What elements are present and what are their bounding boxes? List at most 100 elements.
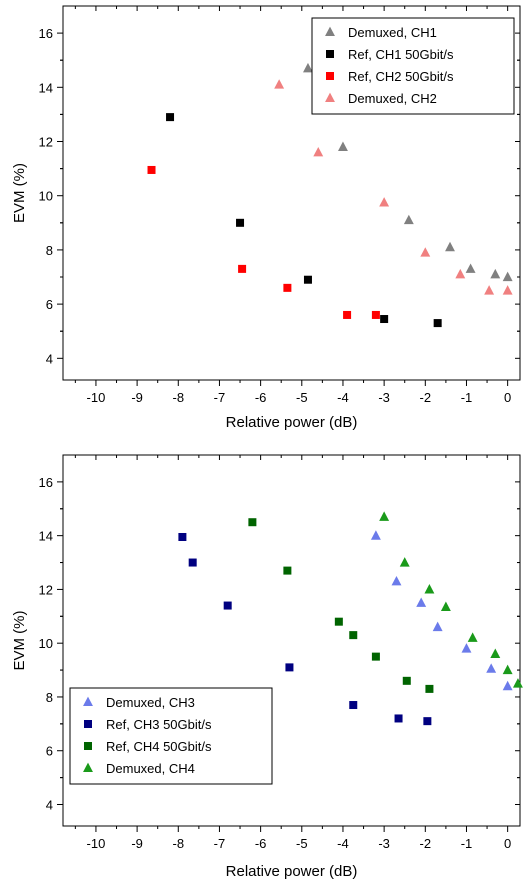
x-tick-label: -10 xyxy=(87,390,106,405)
y-tick-label: 16 xyxy=(39,475,53,490)
y-tick-label: 4 xyxy=(46,351,53,366)
legend-marker-ref-ch4-50gbit-s xyxy=(84,742,92,750)
legend: Demuxed, CH3 Ref, CH3 50Gbit/s Ref, CH4 50… xyxy=(69,687,273,785)
legend-box xyxy=(311,17,515,115)
y-tick-label: 12 xyxy=(39,135,53,150)
x-tick-label: -6 xyxy=(255,836,267,851)
x-tick-label: -8 xyxy=(172,390,184,405)
data-point-ref-ch4-50gbit-s xyxy=(425,684,434,693)
legend-marker-demuxed-ch1 xyxy=(325,26,335,37)
legend-label: Demuxed, CH4 xyxy=(106,761,195,776)
x-axis-title: Relative power (dB) xyxy=(226,414,358,431)
x-tick-label: -3 xyxy=(378,836,390,851)
data-point-ref-ch3-50gbit-s xyxy=(423,717,432,726)
data-point-ref-ch1-50gbit-s xyxy=(303,275,312,284)
x-tick-label: -7 xyxy=(214,390,226,405)
legend-label: Demuxed, CH1 xyxy=(348,25,437,40)
x-tick-label: -2 xyxy=(420,390,432,405)
data-point-demuxed-ch2 xyxy=(484,285,495,295)
data-point-demuxed-ch1 xyxy=(445,241,455,252)
data-point-demuxed-ch3 xyxy=(461,643,472,653)
data-point-demuxed-ch4 xyxy=(512,678,523,688)
series-ref-ch2-50gbit-s xyxy=(147,165,380,319)
y-tick-label: 8 xyxy=(46,243,53,258)
data-point-ref-ch2-50gbit-s xyxy=(283,283,292,292)
legend-label: Ref, CH2 50Gbit/s xyxy=(348,69,454,84)
x-tick-label: -2 xyxy=(420,836,432,851)
data-point-demuxed-ch4 xyxy=(399,557,410,567)
data-point-ref-ch2-50gbit-s xyxy=(238,264,247,273)
data-point-demuxed-ch1 xyxy=(303,62,313,73)
data-point-ref-ch3-50gbit-s xyxy=(349,701,358,710)
y-tick-label: 10 xyxy=(39,189,53,204)
series-ref-ch4-50gbit-s xyxy=(248,518,434,693)
data-point-demuxed-ch3 xyxy=(416,597,427,607)
data-point-demuxed-ch3 xyxy=(432,621,443,632)
series-demuxed-ch4 xyxy=(379,511,523,688)
top-chart: -10 -9 -8 -7 -6 -5 -4 -3 -2 -1 046810121416Relativ… xyxy=(11,5,521,431)
legend-label: Ref, CH3 50Gbit/s xyxy=(106,717,212,732)
data-point-demuxed-ch2 xyxy=(379,197,390,207)
series-ref-ch3-50gbit-s xyxy=(178,532,432,726)
data-point-demuxed-ch2 xyxy=(313,146,324,157)
data-point-ref-ch4-50gbit-s xyxy=(349,631,358,640)
x-tick-label: -3 xyxy=(378,390,390,405)
data-point-demuxed-ch2 xyxy=(274,79,285,89)
data-point-demuxed-ch1 xyxy=(403,214,414,225)
data-point-ref-ch3-50gbit-s xyxy=(188,558,197,567)
data-point-demuxed-ch3 xyxy=(391,575,402,586)
plot-frame xyxy=(62,454,521,827)
y-axis-title: EVM (%) xyxy=(11,610,28,670)
x-axis-title: Relative power (dB) xyxy=(226,863,358,880)
y-tick-label: 14 xyxy=(39,529,53,544)
data-point-demuxed-ch4 xyxy=(379,511,390,521)
data-point-ref-ch2-50gbit-s xyxy=(371,310,380,319)
legend-label: Demuxed, CH3 xyxy=(106,695,195,710)
data-point-demuxed-ch4 xyxy=(490,648,501,658)
legend-marker-ref-ch1-50gbit-s xyxy=(326,50,334,58)
data-point-demuxed-ch1 xyxy=(338,141,348,151)
x-tick-label: -5 xyxy=(296,390,308,405)
y-tick-label: 16 xyxy=(39,26,53,41)
legend: Demuxed, CH1 Ref, CH1 50Gbit/s Ref, CH2 50… xyxy=(311,17,515,115)
legend-marker-ref-ch2-50gbit-s xyxy=(326,72,334,80)
legend-marker-demuxed-ch3 xyxy=(83,696,93,707)
legend-label: Demuxed, CH2 xyxy=(348,91,437,106)
data-point-ref-ch3-50gbit-s xyxy=(178,532,187,541)
x-tick-label: -9 xyxy=(131,836,143,851)
x-tick-label: -6 xyxy=(255,390,267,405)
data-point-demuxed-ch4 xyxy=(502,664,513,675)
plot-frame xyxy=(62,5,521,381)
y-tick-label: 6 xyxy=(46,297,53,312)
data-point-demuxed-ch4 xyxy=(467,632,478,642)
data-point-demuxed-ch1 xyxy=(490,268,501,279)
data-point-ref-ch2-50gbit-s xyxy=(147,165,156,174)
data-point-ref-ch4-50gbit-s xyxy=(283,566,292,575)
x-tick-label: 0 xyxy=(504,836,511,851)
x-tick-label: -4 xyxy=(337,390,349,405)
y-tick-label: 8 xyxy=(46,690,53,705)
data-point-ref-ch3-50gbit-s xyxy=(285,663,294,672)
data-point-demuxed-ch3 xyxy=(486,663,497,673)
x-tick-label: -8 xyxy=(172,836,184,851)
series-demuxed-ch3 xyxy=(370,530,513,691)
data-point-demuxed-ch3 xyxy=(370,530,381,540)
y-tick-label: 6 xyxy=(46,744,53,759)
data-point-ref-ch1-50gbit-s xyxy=(166,113,175,122)
legend-label: Ref, CH4 50Gbit/s xyxy=(106,739,212,754)
y-tick-label: 12 xyxy=(39,582,53,597)
x-tick-label: -1 xyxy=(461,836,473,851)
series-demuxed-ch1 xyxy=(303,62,513,282)
data-point-ref-ch1-50gbit-s xyxy=(433,319,442,328)
series-demuxed-ch2 xyxy=(274,79,513,295)
data-point-ref-ch3-50gbit-s xyxy=(394,714,403,723)
data-point-demuxed-ch1 xyxy=(465,263,476,273)
data-point-ref-ch1-50gbit-s xyxy=(236,218,245,227)
data-point-demuxed-ch3 xyxy=(502,680,513,691)
x-tick-label: -5 xyxy=(296,836,308,851)
bottom-chart: -10 -9 -8 -7 -6 -5 -4 -3 -2 -1 046810121416Relativ… xyxy=(11,454,523,880)
data-point-ref-ch3-50gbit-s xyxy=(223,601,232,610)
y-tick-label: 14 xyxy=(39,80,53,95)
data-point-demuxed-ch4 xyxy=(424,584,435,594)
